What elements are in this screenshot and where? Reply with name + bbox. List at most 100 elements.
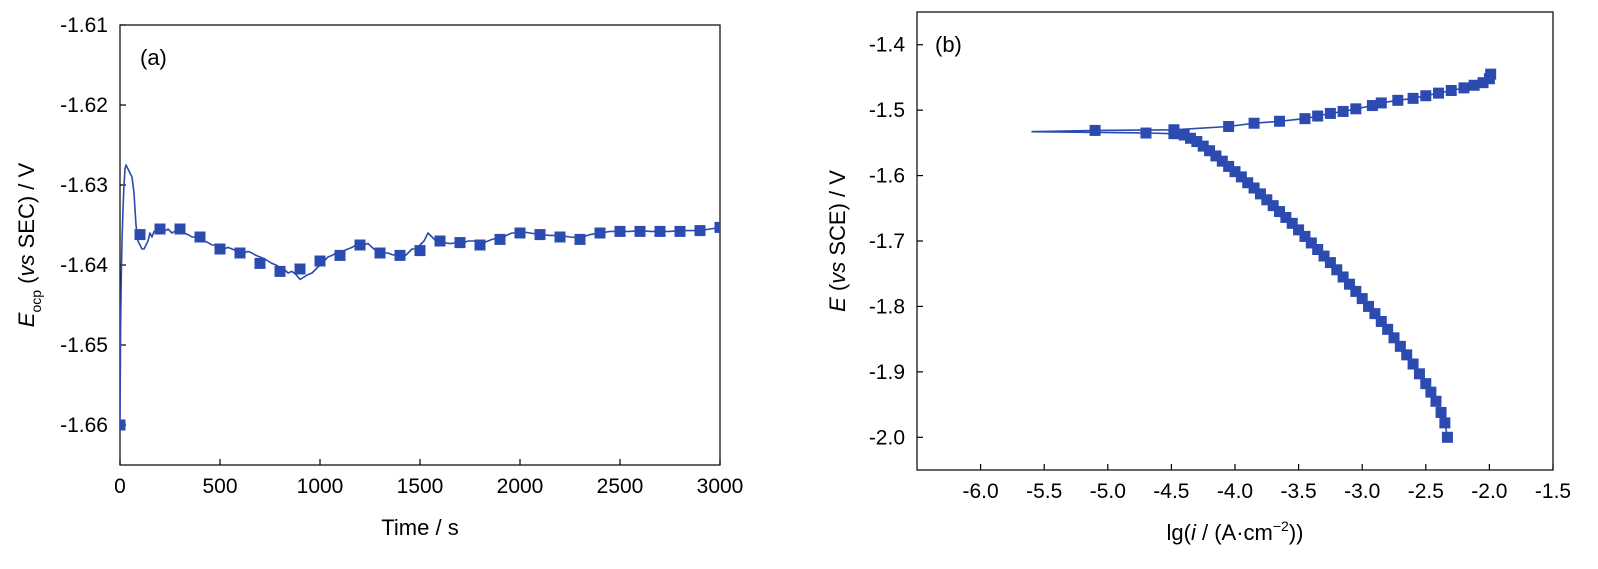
data-point-marker — [694, 225, 706, 237]
data-point-marker — [120, 419, 126, 431]
data-point-marker — [1299, 113, 1311, 125]
data-point-marker — [454, 237, 466, 249]
data-point-marker — [1204, 145, 1216, 157]
data-point-marker — [1184, 132, 1196, 144]
data-point-marker — [1375, 97, 1387, 109]
y-axis-title-part: SCE) / V — [825, 170, 850, 262]
data-point-marker — [254, 257, 266, 269]
data-point-marker — [1477, 77, 1489, 89]
data-point-marker — [1375, 315, 1387, 327]
data-point-marker — [1242, 177, 1254, 189]
x-tick-label: 1000 — [297, 475, 344, 498]
y-axis-title-part: E — [825, 297, 850, 312]
data-point-marker — [1293, 224, 1305, 236]
data-point-marker — [474, 239, 486, 251]
data-point-marker — [1413, 368, 1425, 380]
y-tick-label: -1.62 — [60, 94, 108, 117]
data-point-marker — [414, 245, 426, 257]
series-line — [120, 164, 720, 426]
x-tick-label: -2.5 — [1408, 480, 1444, 503]
data-point-marker — [574, 233, 586, 245]
x-axis-title-part: −2 — [1273, 518, 1289, 534]
data-point-marker — [194, 231, 206, 243]
data-point-marker — [1388, 332, 1400, 344]
x-tick-label: 500 — [202, 475, 237, 498]
data-point-marker — [614, 225, 626, 237]
y-tick-label: -1.6 — [869, 165, 905, 188]
data-point-marker — [1420, 90, 1432, 102]
y-tick-label: -1.8 — [869, 295, 905, 318]
data-point-marker — [1337, 105, 1349, 117]
data-point-marker — [1178, 129, 1190, 141]
data-point-marker — [1350, 285, 1362, 297]
data-point-marker — [1407, 358, 1419, 370]
y-tick-label: -1.9 — [869, 361, 905, 384]
x-axis-title-part: i — [1191, 520, 1197, 545]
y-tick-label: -1.5 — [869, 99, 905, 122]
series-line — [1031, 73, 1492, 133]
data-point-marker — [1197, 140, 1209, 152]
data-point-marker — [1286, 217, 1298, 229]
data-point-marker — [1191, 136, 1203, 148]
data-point-marker — [354, 239, 366, 251]
data-point-marker — [1254, 188, 1266, 200]
data-point-marker — [1343, 278, 1355, 290]
data-point-marker — [1140, 127, 1152, 139]
y-axis-title-part: ocp — [28, 290, 44, 313]
data-point-marker — [1216, 155, 1228, 167]
y-axis-title-part: ( — [14, 276, 39, 284]
data-point-marker — [1435, 406, 1447, 418]
y-tick-label: -1.7 — [869, 230, 905, 253]
data-point-marker — [634, 225, 646, 237]
data-point-marker — [154, 223, 166, 235]
data-point-marker — [1089, 124, 1101, 136]
data-point-marker — [1210, 150, 1222, 162]
x-tick-label: -2.0 — [1471, 480, 1507, 503]
data-point-marker — [674, 225, 686, 237]
x-tick-label: 1500 — [397, 475, 444, 498]
data-point-marker — [1331, 264, 1343, 276]
data-point-marker — [1235, 171, 1247, 183]
data-point-marker — [334, 249, 346, 261]
x-axis-title: Time / s — [381, 515, 458, 540]
y-axis-title-part: ( — [825, 283, 850, 297]
data-point-marker — [1407, 92, 1419, 104]
plot-frame — [916, 11, 1554, 471]
data-point-marker — [594, 227, 606, 239]
y-axis-title-part: vs — [14, 254, 39, 276]
data-point-marker — [234, 247, 246, 259]
data-point-marker — [1305, 237, 1317, 249]
data-point-marker — [1261, 194, 1273, 206]
data-point-marker — [1401, 349, 1413, 361]
y-axis-title: E (vs SCE) / V — [825, 170, 850, 312]
panel-label: (b) — [935, 32, 962, 57]
data-point-marker — [714, 221, 720, 233]
data-point-marker — [134, 229, 146, 241]
data-point-marker — [494, 233, 506, 245]
x-tick-label: 2000 — [497, 475, 544, 498]
x-tick-label: -1.5 — [1535, 480, 1571, 503]
y-tick-label: -1.63 — [60, 174, 108, 197]
data-point-marker — [1312, 110, 1324, 122]
data-point-marker — [1299, 230, 1311, 242]
data-point-marker — [1356, 293, 1368, 305]
y-axis-title-part: E — [14, 312, 39, 327]
data-point-marker — [1274, 115, 1286, 127]
data-point-marker — [1392, 94, 1404, 106]
data-point-marker — [174, 223, 186, 235]
data-point-marker — [1425, 386, 1437, 398]
x-axis-title-part: / (A·cm — [1196, 520, 1273, 545]
data-point-marker — [1318, 250, 1330, 262]
data-point-marker — [1369, 308, 1381, 320]
data-point-marker — [1223, 121, 1235, 132]
y-tick-label: -1.66 — [60, 414, 108, 437]
data-point-marker — [1324, 257, 1336, 269]
y-axis-title-part: SEC) / V — [14, 162, 39, 254]
x-tick-label: -4.0 — [1217, 480, 1253, 503]
data-point-marker — [514, 227, 526, 239]
data-point-marker — [314, 255, 326, 267]
x-tick-label: -5.5 — [1026, 480, 1062, 503]
data-layer — [120, 164, 720, 431]
data-point-marker — [1324, 107, 1336, 119]
